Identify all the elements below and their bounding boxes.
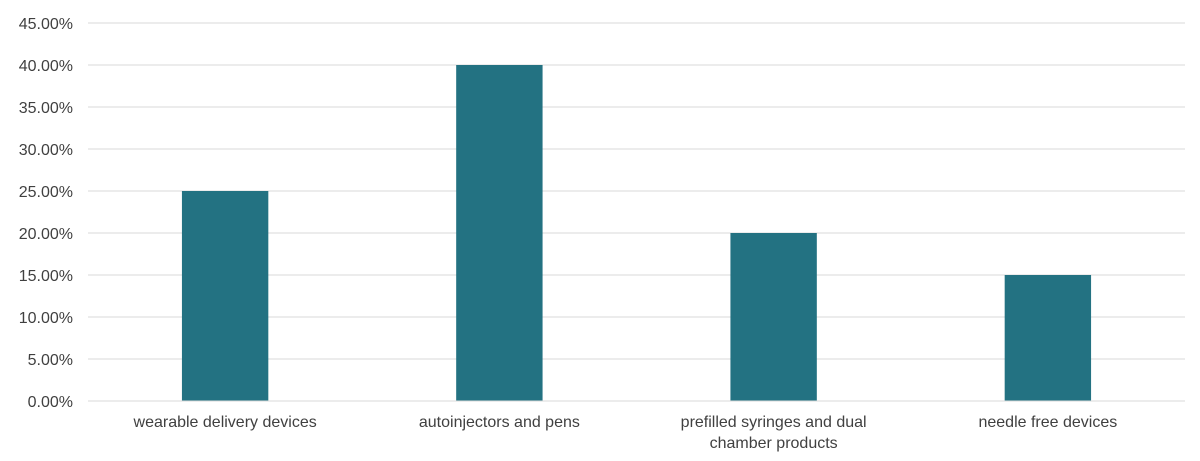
bar: [1004, 275, 1092, 401]
y-tick-label: 40.00%: [19, 58, 73, 75]
gridlines: [88, 22, 1185, 360]
bar: [181, 191, 269, 401]
y-tick-label: 15.00%: [19, 268, 73, 285]
bar: [456, 65, 543, 401]
x-category-label: needle free devices: [978, 414, 1117, 431]
x-category-label: wearable delivery devices: [133, 414, 317, 431]
x-category-label: prefilled syringes and dual: [681, 414, 867, 431]
y-tick-label: 45.00%: [19, 16, 73, 33]
bar: [730, 233, 817, 401]
y-tick-label: 10.00%: [19, 310, 73, 327]
y-tick-label: 0.00%: [28, 394, 73, 411]
y-tick-label: 25.00%: [19, 184, 73, 201]
y-tick-label: 35.00%: [19, 100, 73, 117]
y-tick-label: 20.00%: [19, 226, 73, 243]
bars: [181, 65, 1092, 401]
x-category-label: chamber products: [710, 435, 838, 452]
y-tick-label: 5.00%: [28, 352, 73, 369]
x-category-label: autoinjectors and pens: [419, 414, 580, 431]
x-axis-category-labels: wearable delivery devices autoinjectors a…: [133, 414, 1118, 452]
y-tick-label: 30.00%: [19, 142, 73, 159]
y-axis-tick-labels: 0.00% 5.00% 10.00% 15.00% 20.00% 25.00% 30.00%…: [19, 16, 73, 411]
